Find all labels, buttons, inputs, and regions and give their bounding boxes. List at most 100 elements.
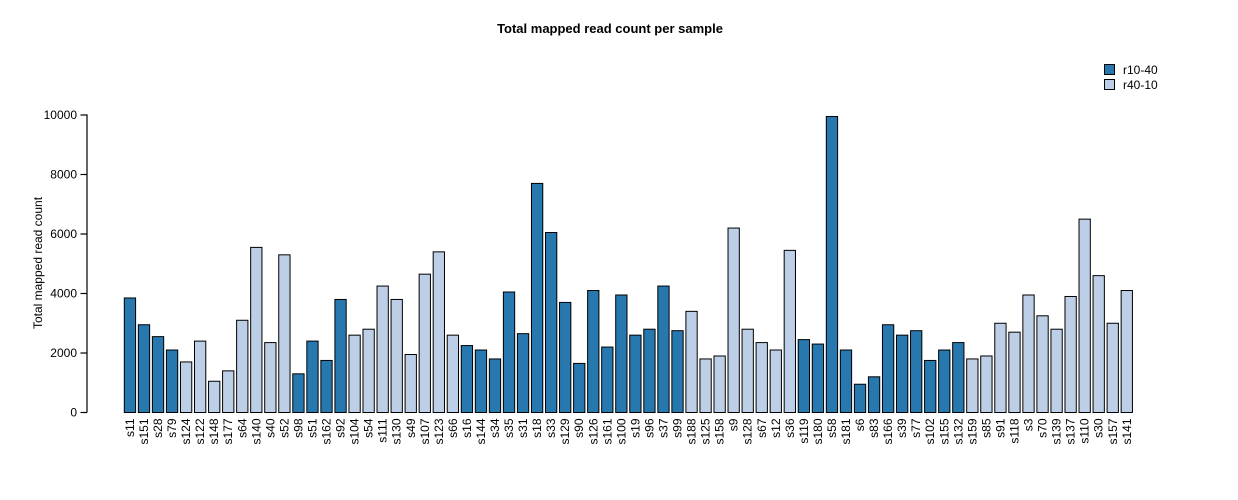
bar-s107 [418,273,431,413]
bar-s70 [1036,315,1049,413]
bar-s126 [587,290,600,413]
bar-s49 [404,353,417,413]
bar-s36 [783,249,796,413]
bar-s141 [1120,290,1133,413]
bar-s67 [755,342,768,413]
bar-s66 [446,334,460,413]
x-tick-label-s100: s100 [614,418,628,444]
bar-s111 [376,285,389,413]
y-tick-label: 4000 [50,287,77,301]
bar-s158 [713,355,726,414]
x-tick-label-s130: s130 [390,418,404,444]
bar-s148 [208,380,221,414]
x-tick-label-s125: s125 [699,418,713,444]
x-tick-label-s128: s128 [741,418,755,444]
bar-s157 [1106,322,1119,413]
bar-s137 [1064,295,1077,414]
x-tick-label-s118: s118 [1007,418,1021,443]
bar-s16 [460,345,474,413]
bar-s6 [853,383,867,413]
legend-item: r10-40 [1104,62,1158,77]
x-tick-label-s111: s111 [376,418,390,443]
x-tick-label-s49: s49 [404,418,418,438]
bar-s33 [545,232,558,413]
x-tick-label-s124: s124 [179,418,193,444]
y-tick-label: 0 [70,406,77,420]
y-tick-label: 2000 [50,346,77,360]
bar-s162 [320,359,333,414]
bar-s122 [194,340,207,414]
x-tick-label-s129: s129 [558,418,572,444]
x-tick-label-s33: s33 [544,418,558,438]
x-tick-label-s126: s126 [586,418,600,444]
x-tick-label-s18: s18 [530,418,544,438]
bar-s104 [348,334,361,413]
bar-s85 [980,355,993,414]
x-tick-label-s132: s132 [951,418,965,444]
x-tick-label-s51: s51 [305,418,319,438]
x-tick-label-s180: s180 [811,418,825,444]
bar-s96 [643,328,656,414]
legend-label: r40-10 [1123,77,1158,92]
x-tick-label-s161: s161 [600,418,614,444]
x-tick-label-s16: s16 [460,418,474,438]
bar-s144 [474,349,488,413]
bar-s180 [811,343,825,413]
x-tick-label-s67: s67 [755,418,769,438]
legend-swatch-r40-10 [1104,79,1115,90]
chart-title: Total mapped read count per sample [497,21,723,36]
bar-s90 [573,362,586,414]
x-tick-label-s102: s102 [923,418,937,444]
bar-s161 [601,346,614,413]
bar-s151 [137,324,151,413]
bar-s11 [123,297,137,413]
bar-s100 [615,294,628,413]
y-tick-label: 8000 [50,168,77,182]
bar-s37 [657,285,670,413]
x-tick-label-s34: s34 [488,418,502,438]
x-tick-label-s166: s166 [881,418,895,444]
bar-s92 [334,298,347,414]
x-tick-label-s70: s70 [1036,418,1050,438]
x-tick-label-s162: s162 [320,418,334,444]
bar-s12 [769,349,782,413]
x-tick-label-s141: s141 [1120,418,1134,444]
bar-s39 [896,334,909,413]
x-tick-label-s99: s99 [671,418,685,438]
x-tick-label-s158: s158 [713,418,727,444]
x-tick-label-s31: s31 [516,418,530,438]
bar-s166 [881,324,895,413]
x-tick-label-s3: s3 [1022,418,1036,431]
x-tick-label-s91: s91 [993,418,1007,438]
x-tick-label-s11: s11 [123,418,137,437]
x-tick-label-s19: s19 [628,418,642,438]
x-tick-label-s58: s58 [825,418,839,438]
x-tick-label-s188: s188 [685,418,699,444]
bar-s102 [924,359,937,414]
x-tick-label-s107: s107 [418,418,432,444]
x-tick-label-s139: s139 [1050,418,1064,444]
x-tick-label-s92: s92 [334,418,348,438]
bar-s35 [502,291,516,414]
bar-s159 [966,358,979,414]
bar-s130 [390,298,403,414]
x-tick-label-s28: s28 [151,418,165,438]
x-tick-label-s137: s137 [1064,418,1078,444]
bar-s9 [727,227,740,413]
bar-s83 [867,376,881,413]
x-tick-label-s110: s110 [1078,418,1092,443]
x-tick-label-s123: s123 [432,418,446,444]
bar-s34 [488,358,502,414]
x-tick-label-s181: s181 [839,418,853,444]
bar-s79 [165,349,179,413]
bar-s118 [1008,331,1021,414]
bar-s40 [264,342,277,413]
bar-s124 [179,361,193,413]
bar-s30 [1092,275,1105,413]
bar-s128 [741,328,754,414]
x-tick-label-s98: s98 [291,418,305,438]
bar-s31 [516,333,530,413]
bar-s181 [839,349,853,413]
